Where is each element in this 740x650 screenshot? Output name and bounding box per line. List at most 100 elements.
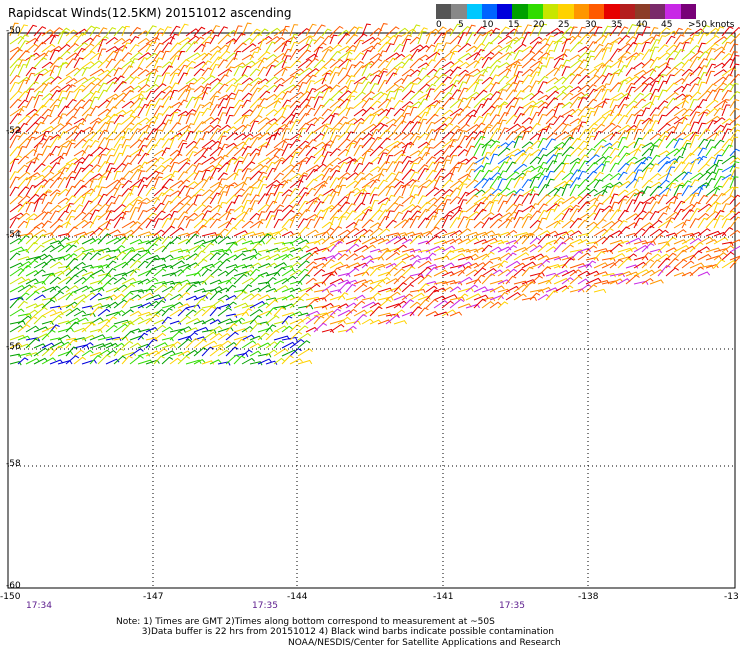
wind-barb	[193, 155, 207, 165]
wind-barb	[689, 56, 701, 69]
wind-barb	[345, 325, 357, 333]
wind-barb	[89, 117, 102, 125]
wind-barb	[553, 231, 569, 237]
wind-barb	[137, 270, 153, 277]
wind-barb	[33, 333, 50, 341]
wind-barb	[713, 192, 726, 205]
wind-barb	[249, 212, 261, 221]
wind-barb	[129, 153, 142, 165]
wind-barb	[105, 316, 117, 325]
wind-barb	[417, 186, 427, 197]
wind-barb	[425, 235, 441, 245]
wind-barb	[161, 316, 172, 325]
wind-barb	[729, 166, 740, 181]
wind-barb	[89, 252, 102, 261]
wind-barb	[401, 74, 412, 85]
wind-barb	[673, 200, 686, 213]
wind-barb	[417, 266, 432, 277]
wind-barb	[521, 193, 533, 205]
wind-barb	[729, 136, 739, 149]
wind-barb	[449, 253, 466, 261]
wind-barb	[473, 43, 486, 53]
wind-barb	[185, 88, 195, 101]
wind-barb	[153, 176, 163, 189]
wind-barb	[209, 192, 221, 205]
wind-barb	[489, 128, 502, 141]
wind-barb	[297, 81, 307, 93]
wind-barb	[121, 351, 137, 357]
wind-barb	[641, 107, 651, 117]
wind-barb	[105, 301, 119, 309]
wind-barb	[729, 148, 740, 157]
wind-barb	[73, 32, 87, 45]
wind-barb	[233, 62, 246, 69]
wind-barb	[689, 121, 699, 133]
wind-barb	[273, 52, 287, 61]
wind-barb	[241, 193, 252, 205]
wind-barb	[681, 68, 693, 77]
wind-barb	[233, 290, 248, 301]
wind-barb	[209, 34, 220, 45]
wind-barb	[65, 42, 79, 53]
wind-barb	[689, 131, 700, 141]
wind-barb	[185, 338, 200, 349]
wind-barb	[129, 253, 142, 261]
wind-barb	[617, 240, 631, 245]
wind-barb	[529, 262, 545, 269]
wind-barb	[329, 216, 339, 229]
wind-barb	[561, 244, 574, 253]
wind-barb	[545, 246, 557, 253]
wind-barb	[401, 132, 415, 141]
wind-barb	[89, 60, 103, 69]
wind-barb	[521, 126, 534, 133]
wind-barb	[481, 200, 494, 213]
wind-barb	[65, 274, 79, 285]
wind-barb	[657, 253, 670, 261]
wind-barb	[265, 341, 278, 349]
wind-barb	[321, 227, 335, 237]
wind-barb	[593, 288, 607, 294]
wind-barb	[393, 43, 404, 53]
wind-barb	[529, 156, 541, 165]
wind-barb	[513, 216, 524, 229]
wind-barb	[289, 194, 303, 205]
wind-barb	[185, 163, 197, 173]
wind-barb	[473, 267, 487, 277]
wind-barb	[361, 172, 374, 181]
wind-barb	[449, 139, 458, 149]
wind-barb	[273, 77, 285, 85]
latitude-label: -50	[6, 26, 21, 36]
wind-barb	[161, 72, 171, 85]
wind-barb	[401, 34, 412, 45]
wind-barb	[673, 107, 688, 117]
wind-barb	[465, 31, 477, 45]
wind-barb	[153, 186, 168, 197]
wind-barb	[233, 311, 250, 317]
wind-barb	[33, 343, 47, 349]
wind-barb	[385, 57, 397, 69]
wind-barb	[633, 69, 647, 77]
wind-barb	[401, 203, 417, 213]
wind-barb	[233, 355, 246, 365]
wind-barb	[417, 111, 430, 125]
wind-barb	[201, 156, 216, 165]
legend-label: 25	[558, 20, 570, 30]
wind-barb	[345, 26, 359, 37]
wind-barb	[537, 279, 552, 285]
wind-barb	[681, 139, 691, 149]
wind-barb	[233, 252, 246, 261]
wind-barb	[329, 71, 340, 85]
wind-barb	[577, 201, 591, 213]
wind-barb	[297, 292, 310, 301]
wind-barb	[97, 59, 110, 69]
wind-barb	[9, 229, 22, 237]
wind-barb	[561, 72, 576, 85]
wind-barb	[169, 170, 179, 181]
wind-barb	[297, 340, 311, 349]
wind-barb	[689, 179, 700, 189]
wind-barb	[465, 293, 482, 301]
wind-barb	[529, 60, 543, 69]
wind-barb	[489, 176, 502, 189]
wind-barb	[49, 65, 59, 77]
wind-barb	[65, 355, 80, 365]
